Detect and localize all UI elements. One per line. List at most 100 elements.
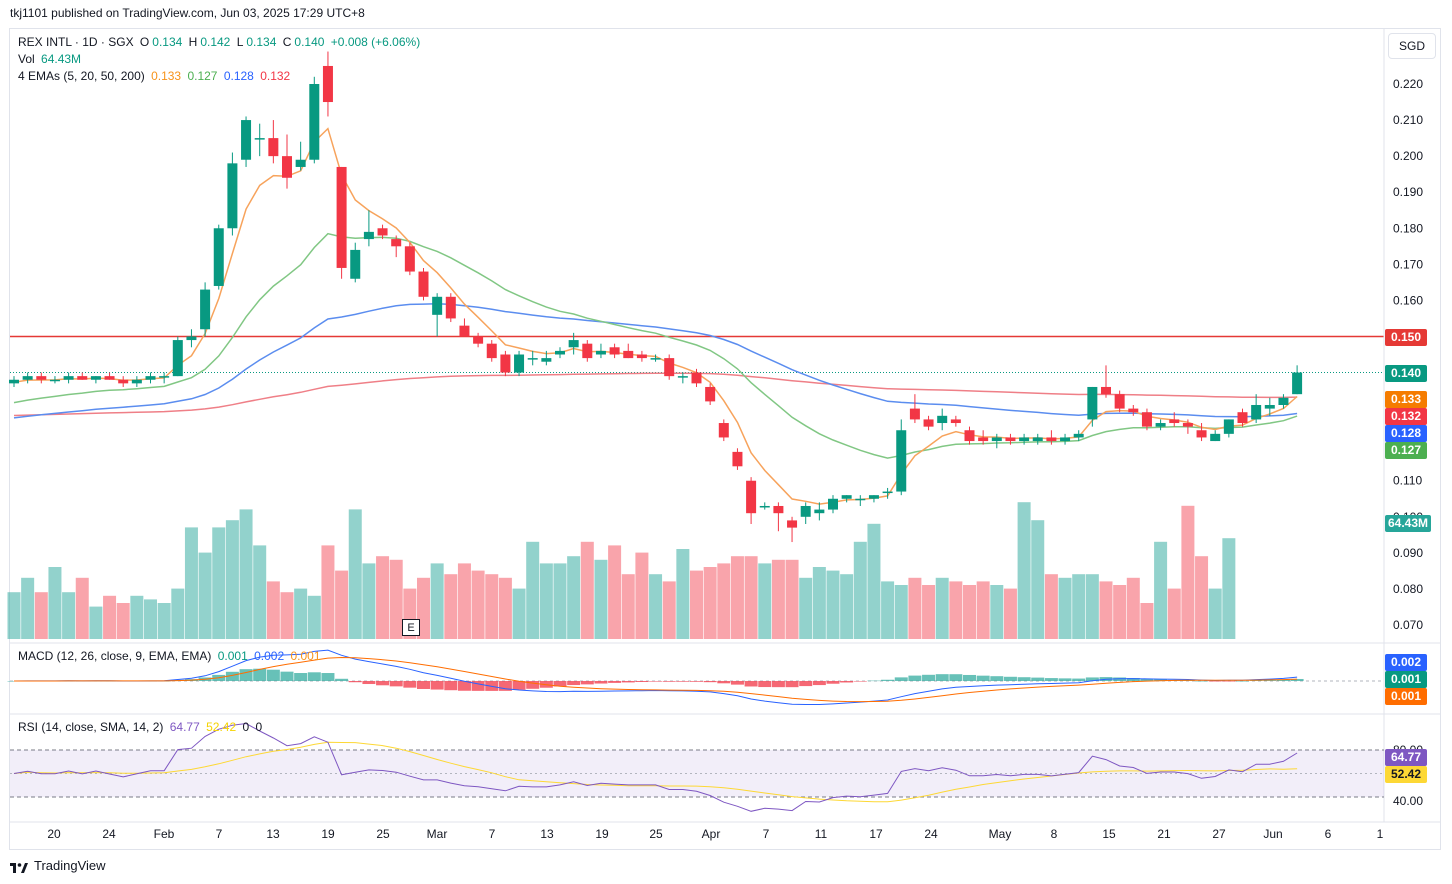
macd-hist-bar bbox=[498, 681, 512, 691]
volume-label[interactable]: Vol bbox=[18, 52, 35, 66]
ema5-value: 0.133 bbox=[151, 69, 182, 83]
time-axis-tick: 1 bbox=[1377, 827, 1384, 841]
tradingview-logo-icon bbox=[10, 861, 28, 873]
volume-bar bbox=[922, 585, 936, 639]
volume-bar bbox=[553, 563, 567, 639]
change-value: +0.008 (+6.06%) bbox=[330, 35, 421, 49]
chart-frame[interactable] bbox=[9, 28, 1441, 850]
time-axis-tick: 25 bbox=[649, 827, 663, 841]
macd-hist-bar bbox=[389, 681, 403, 687]
candle-body bbox=[295, 159, 306, 167]
macd-hist-bar bbox=[1031, 677, 1045, 681]
macd-hist-bar bbox=[471, 681, 485, 691]
volume-bar bbox=[1113, 585, 1127, 639]
macd-hist-bar bbox=[348, 681, 362, 683]
candle-body bbox=[1060, 437, 1071, 442]
macd-hist-bar bbox=[335, 678, 349, 681]
brand-name: TradingView bbox=[34, 858, 106, 873]
macd-hist-bar bbox=[717, 681, 731, 684]
publisher-note: tkj1101 published on TradingView.com, Ju… bbox=[10, 6, 365, 20]
macd-hist-bar bbox=[1140, 678, 1154, 681]
volume-bar bbox=[594, 559, 608, 639]
time-axis-tick: Apr bbox=[702, 827, 721, 841]
volume-tag: 64.43M bbox=[1385, 515, 1431, 532]
volume-bar bbox=[471, 570, 485, 639]
volume-bar bbox=[1222, 538, 1236, 639]
volume-bar bbox=[539, 563, 553, 639]
volume-bar bbox=[662, 581, 676, 639]
time-axis-tick: 24 bbox=[924, 827, 938, 841]
volume-bar bbox=[89, 606, 103, 639]
time-axis-tick: 13 bbox=[266, 827, 280, 841]
macd-hist-bar bbox=[1017, 677, 1031, 681]
volume-bar bbox=[225, 520, 239, 639]
candle-body bbox=[322, 65, 333, 103]
earnings-marker[interactable]: E bbox=[402, 619, 420, 636]
macd-hist-bar bbox=[922, 674, 936, 681]
macd-hist-bar bbox=[744, 681, 758, 687]
candle-body bbox=[391, 239, 402, 247]
volume-bar bbox=[826, 570, 840, 639]
volume-bar bbox=[1208, 588, 1222, 639]
volume-bar bbox=[717, 563, 731, 639]
candle-body bbox=[36, 376, 47, 380]
candle-body bbox=[363, 231, 374, 240]
rsi-legend: RSI (14, close, SMA, 14, 2) 64.77 52.42 … bbox=[18, 720, 265, 734]
macd-hist-bar bbox=[553, 681, 567, 687]
macd-signal-tag: 0.001 bbox=[1385, 688, 1427, 705]
candle-body bbox=[227, 163, 238, 229]
macd-hist-bar bbox=[785, 681, 799, 688]
volume-bar bbox=[608, 545, 622, 639]
macd-hist-bar bbox=[690, 681, 703, 682]
ema-label[interactable]: 4 EMAs (5, 20, 50, 200) bbox=[18, 69, 145, 83]
volume-bar bbox=[1044, 574, 1058, 639]
ema20-value: 0.127 bbox=[187, 69, 218, 83]
volume-bar bbox=[1017, 502, 1031, 639]
candle-body bbox=[664, 358, 675, 377]
macd-hist-bar bbox=[1249, 680, 1263, 681]
time-axis-tick: Feb bbox=[154, 827, 175, 841]
candle-body bbox=[104, 376, 115, 380]
volume-bar bbox=[157, 603, 171, 639]
candle-body bbox=[623, 350, 634, 359]
macd-hist-bar bbox=[608, 681, 622, 683]
macd-hist-bar bbox=[799, 681, 813, 687]
candle-body bbox=[541, 358, 552, 362]
ema200-line bbox=[13, 372, 1298, 417]
volume-bar bbox=[935, 577, 949, 639]
candle-body bbox=[77, 376, 88, 380]
volume-bar bbox=[280, 592, 294, 639]
ema200-price-tag: 0.132 bbox=[1385, 408, 1427, 425]
candle-body bbox=[937, 415, 948, 424]
candle-body bbox=[691, 372, 702, 384]
volume-bar bbox=[444, 574, 458, 639]
rsi-label[interactable]: RSI (14, close, SMA, 14, 2) bbox=[18, 720, 164, 734]
volume-bar bbox=[266, 581, 280, 639]
candle-body bbox=[991, 437, 1002, 442]
volume-bar bbox=[785, 559, 799, 639]
candle-body bbox=[1264, 404, 1275, 409]
macd-hist-bar bbox=[894, 677, 908, 681]
resistance-price-tag: 0.150 bbox=[1385, 329, 1427, 346]
volume-bar bbox=[621, 574, 635, 639]
macd-label[interactable]: MACD (12, 26, close, 9, EMA, EMA) bbox=[18, 649, 212, 663]
macd-hist-bar bbox=[853, 681, 867, 682]
low-value: 0.134 bbox=[246, 35, 277, 49]
rsi-tag: 64.77 bbox=[1385, 749, 1427, 766]
candle-body bbox=[882, 491, 893, 494]
volume-bar bbox=[1099, 581, 1113, 639]
symbol-label[interactable]: REX INTL · 1D · SGX bbox=[18, 35, 134, 49]
currency-button[interactable]: SGD bbox=[1388, 33, 1436, 59]
macd-hist-bar bbox=[881, 679, 895, 681]
candle-body bbox=[241, 120, 252, 160]
time-axis-tick: Mar bbox=[427, 827, 448, 841]
candle-body bbox=[705, 386, 716, 402]
price-axis-tick: 0.180 bbox=[1393, 221, 1423, 235]
volume-bar bbox=[744, 556, 758, 639]
volume-bar bbox=[1140, 603, 1154, 639]
time-axis-tick: 7 bbox=[489, 827, 496, 841]
volume-bar bbox=[799, 577, 813, 639]
volume-bar bbox=[417, 577, 430, 639]
volume-bar bbox=[294, 588, 308, 639]
